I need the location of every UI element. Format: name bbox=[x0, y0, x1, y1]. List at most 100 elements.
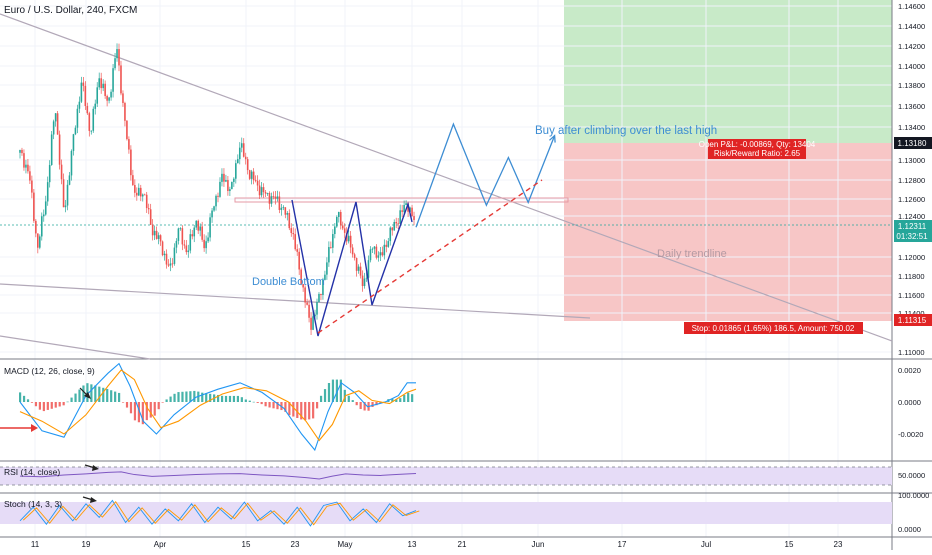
macd-histogram-bar bbox=[276, 402, 279, 410]
candle-body bbox=[100, 78, 102, 89]
candle-body bbox=[44, 201, 47, 215]
candle-body bbox=[86, 106, 89, 114]
candle-body bbox=[153, 230, 156, 236]
macd-histogram-bar bbox=[62, 402, 65, 406]
macd-histogram-bar bbox=[121, 402, 125, 403]
candle-body bbox=[68, 175, 71, 185]
macd-histogram-bar bbox=[209, 393, 212, 402]
price-tick-label: 1.14600 bbox=[898, 2, 925, 11]
candle-body bbox=[272, 196, 275, 198]
time-tick-label: 21 bbox=[458, 540, 467, 549]
candle-body bbox=[389, 227, 392, 242]
lower-trendline-2[interactable] bbox=[0, 335, 151, 360]
time-tick-label: 19 bbox=[82, 540, 91, 549]
candle-body bbox=[405, 203, 407, 205]
lower-trendline[interactable] bbox=[0, 283, 591, 319]
candle-body bbox=[37, 233, 39, 248]
candle-body bbox=[58, 134, 61, 165]
candle-body bbox=[375, 246, 378, 258]
candle-body bbox=[108, 97, 110, 101]
candle-body bbox=[254, 180, 257, 181]
macd-histogram-bar bbox=[339, 379, 342, 402]
candle-body bbox=[40, 216, 43, 237]
macd-histogram-bar bbox=[296, 402, 299, 418]
rising-support-line[interactable] bbox=[317, 179, 543, 334]
candle-body bbox=[274, 196, 277, 199]
open-pnl-text: Open P&L: -0.00869, Qty: 13404 bbox=[699, 140, 816, 149]
candle-body bbox=[76, 108, 79, 128]
macd-histogram-bar bbox=[363, 402, 366, 411]
candle-body bbox=[276, 196, 279, 199]
macd-histogram-bar bbox=[54, 402, 57, 408]
macd-histogram-bar bbox=[177, 392, 180, 402]
candle-body bbox=[21, 149, 23, 154]
macd-histogram-bar bbox=[149, 402, 152, 418]
macd-histogram-bar bbox=[82, 385, 85, 402]
macd-histogram-bar bbox=[323, 389, 327, 402]
candle-body bbox=[219, 181, 221, 197]
candle-body bbox=[308, 304, 310, 318]
macd-histogram-bar bbox=[335, 379, 338, 402]
macd-arrow bbox=[0, 424, 38, 432]
macd-histogram-bar bbox=[327, 383, 331, 402]
macd-histogram-bar bbox=[46, 402, 49, 410]
candle-body bbox=[242, 143, 245, 157]
macd-histogram-bar bbox=[355, 402, 358, 406]
macd-histogram-bar bbox=[224, 395, 228, 402]
macd-histogram-bar bbox=[185, 391, 188, 402]
candle-body bbox=[104, 83, 106, 96]
candle-body bbox=[159, 235, 162, 242]
candle-body bbox=[266, 192, 269, 194]
price-tick-label: 1.12800 bbox=[898, 176, 925, 185]
macd-histogram-bar bbox=[106, 388, 109, 402]
candle-body bbox=[351, 247, 354, 255]
candle-body bbox=[39, 236, 41, 248]
time-tick-label: Jul bbox=[701, 540, 711, 549]
macd-histogram-bar bbox=[125, 402, 129, 408]
time-tick-label: 23 bbox=[291, 540, 300, 549]
candle-body bbox=[205, 241, 207, 249]
macd-histogram-bar bbox=[379, 402, 382, 404]
candle-body bbox=[80, 82, 83, 102]
candle-body bbox=[134, 185, 136, 193]
stop-price-label: 1.11315 bbox=[898, 316, 927, 325]
macd-histogram-bar bbox=[181, 391, 184, 402]
time-tick-label: Apr bbox=[154, 540, 167, 549]
signal-line bbox=[19, 369, 417, 442]
candle-body bbox=[395, 221, 397, 224]
resistance-zone[interactable] bbox=[234, 197, 569, 203]
divergence-arrow bbox=[79, 387, 91, 399]
price-tick-label: 1.11000 bbox=[898, 348, 925, 357]
candle-body bbox=[25, 164, 27, 168]
projection-path bbox=[415, 122, 556, 228]
macd-histogram-bar bbox=[351, 400, 354, 402]
macd-histogram-bar bbox=[395, 399, 398, 402]
macd-histogram-bar bbox=[407, 392, 410, 402]
macd-histogram-bar bbox=[19, 392, 22, 402]
time-tick-label: Jun bbox=[532, 540, 545, 549]
candle-body bbox=[320, 293, 322, 296]
macd-histogram-bar bbox=[74, 393, 77, 402]
candle-body bbox=[181, 228, 184, 245]
macd-histogram-bar bbox=[102, 387, 105, 402]
candle-body bbox=[379, 252, 382, 256]
macd-histogram-bar bbox=[228, 395, 232, 402]
candle-body bbox=[294, 234, 297, 250]
price-tick-label: 1.12000 bbox=[898, 253, 925, 262]
macd-histogram-bar bbox=[248, 400, 251, 402]
candle-body bbox=[357, 266, 360, 271]
candle-body bbox=[141, 194, 144, 197]
stop-zone bbox=[564, 143, 892, 321]
candle-body bbox=[175, 240, 178, 248]
candle-body bbox=[161, 241, 164, 256]
candle-body bbox=[173, 247, 176, 264]
candle-body bbox=[284, 207, 287, 215]
daily-trendline[interactable] bbox=[0, 13, 893, 342]
candle-body bbox=[151, 224, 154, 236]
candle-body bbox=[102, 83, 104, 89]
price-tick-label: 1.14400 bbox=[898, 22, 925, 31]
candle-body bbox=[179, 228, 182, 230]
candle-body bbox=[217, 195, 219, 197]
